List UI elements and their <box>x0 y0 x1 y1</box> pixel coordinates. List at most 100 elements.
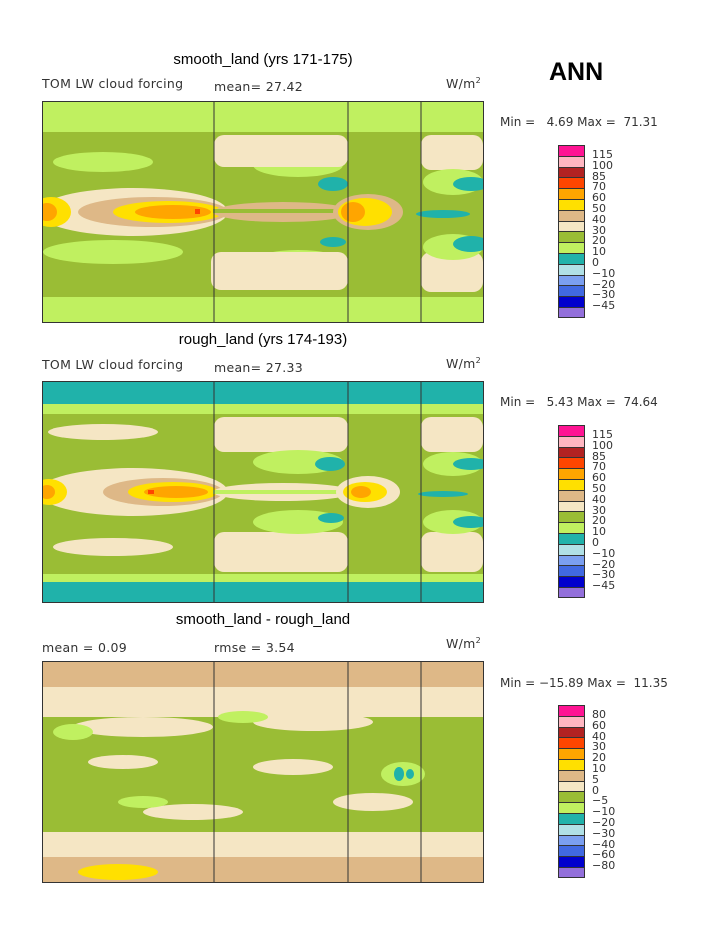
colorbar-swatch <box>558 748 585 759</box>
colorbar-tick-label: 40 <box>592 492 606 506</box>
colorbar-tick-label: 85 <box>592 449 606 463</box>
contour-region <box>43 203 57 221</box>
colorbar-swatch <box>558 856 585 867</box>
contour-region <box>318 513 344 523</box>
colorbar-swatch <box>558 145 585 156</box>
colorbar-swatch <box>558 866 585 878</box>
colorbar-swatch <box>558 220 585 232</box>
contour-region <box>118 796 168 808</box>
colorbar-swatch <box>558 274 585 286</box>
colorbar-swatch <box>558 425 585 436</box>
contour-region <box>43 574 483 582</box>
contour-region <box>253 759 333 775</box>
colorbar-tick-label: −45 <box>592 579 616 593</box>
colorbar-swatch <box>558 188 585 199</box>
contour-region <box>421 135 483 170</box>
colorbar-swatch <box>558 802 585 813</box>
contour-region <box>214 417 348 452</box>
colorbar-tick-label: 115 <box>592 148 613 161</box>
contour-region <box>148 490 154 494</box>
contour-region <box>144 486 208 498</box>
contour-region <box>213 490 348 494</box>
colorbar-tick-label: −20 <box>592 277 616 291</box>
panel3-rmse: rmse = 3.54 <box>214 640 295 655</box>
panel2-colorbar-labels: 115 100 85 70 60 50 40 30 20 10 0 −10 −20 −30 −45 <box>592 428 616 593</box>
contour-region <box>43 662 483 687</box>
colorbar-swatch <box>558 296 585 307</box>
colorbar-swatch <box>558 242 585 253</box>
contour-region <box>214 532 348 572</box>
colorbar-tick-label: −30 <box>592 568 616 582</box>
contour-region <box>320 237 346 247</box>
panel1-colorbar-labels: 115 100 85 70 60 50 40 30 20 10 0 −10 −20 −30 −45 <box>592 148 616 313</box>
contour-region <box>416 210 470 218</box>
panel1-variable: TOM LW cloud forcing <box>42 76 184 91</box>
colorbar-tick-label: 60 <box>592 191 606 205</box>
contour-region <box>453 516 483 528</box>
colorbar-tick-label: 40 <box>592 729 606 743</box>
colorbar-swatch <box>558 468 585 479</box>
contour-region <box>253 713 373 731</box>
contour-region <box>48 424 158 440</box>
colorbar-swatch <box>558 780 585 792</box>
colorbar-swatch <box>558 554 585 566</box>
contour-region <box>211 252 348 290</box>
contour-region <box>73 717 213 737</box>
colorbar-tick-label: −20 <box>592 815 616 829</box>
colorbar-tick-label: −10 <box>592 266 616 280</box>
colorbar-swatch <box>558 845 585 857</box>
colorbar-tick-label: 40 <box>592 212 606 226</box>
colorbar-tick-label: 60 <box>592 718 606 732</box>
colorbar-tick-label: 0 <box>592 783 599 797</box>
units-text: W/m <box>446 76 476 92</box>
colorbar-swatch <box>558 576 585 587</box>
colorbar-swatch <box>558 435 585 447</box>
colorbar-swatch <box>558 715 585 727</box>
colorbar-swatch <box>558 812 585 824</box>
panel1-colorbar <box>558 145 585 318</box>
contour-region <box>421 252 483 292</box>
colorbar-swatch <box>558 263 585 275</box>
colorbar-swatch <box>558 252 585 264</box>
colorbar-tick-label: 5 <box>592 772 599 786</box>
colorbar-swatch <box>558 511 585 523</box>
units-text: W/m <box>446 356 476 372</box>
panel3-colorbar-labels: 80 60 40 30 20 10 5 0 −5 −10 −20 −30 −40 −60 −80 <box>592 708 616 873</box>
panel3-units: W/m2 <box>446 636 481 651</box>
colorbar-tick-label: −5 <box>592 794 609 808</box>
units-text: W/m <box>446 636 476 652</box>
colorbar-tick-label: 80 <box>592 708 606 721</box>
colorbar-tick-label: −40 <box>592 837 616 851</box>
contour-region <box>318 177 348 191</box>
colorbar-swatch <box>558 823 585 835</box>
colorbar-swatch <box>558 522 585 533</box>
colorbar-tick-label: 30 <box>592 740 606 754</box>
colorbar-tick-label: −80 <box>592 859 616 873</box>
contour-region <box>53 724 93 740</box>
contour-region <box>421 532 483 572</box>
colorbar-tick-label: −10 <box>592 546 616 560</box>
contour-region <box>88 755 158 769</box>
contour-region <box>43 382 483 404</box>
colorbar-tick-label: 60 <box>592 471 606 485</box>
colorbar-swatch <box>558 705 585 716</box>
colorbar-swatch <box>558 791 585 803</box>
colorbar-swatch <box>558 834 585 846</box>
colorbar-swatch <box>558 209 585 221</box>
colorbar-tick-label: 115 <box>592 428 613 441</box>
colorbar-swatch <box>558 177 585 189</box>
panel1-units: W/m2 <box>446 76 481 91</box>
colorbar-swatch <box>558 586 585 598</box>
contour-region <box>43 240 183 264</box>
colorbar-tick-label: 10 <box>592 525 606 539</box>
colorbar-swatch <box>558 769 585 781</box>
panel1-minmax: Min = 4.69 Max = 71.31 <box>500 115 658 129</box>
colorbar-tick-label: −60 <box>592 848 616 862</box>
colorbar-tick-label: −45 <box>592 299 616 313</box>
panel2-minmax: Min = 5.43 Max = 74.64 <box>500 395 658 409</box>
panel3-minmax: Min = −15.89 Max = 11.35 <box>500 676 668 690</box>
colorbar-tick-label: −30 <box>592 288 616 302</box>
colorbar-swatch <box>558 489 585 501</box>
panel2-title: rough_land (yrs 174-193) <box>178 331 348 348</box>
